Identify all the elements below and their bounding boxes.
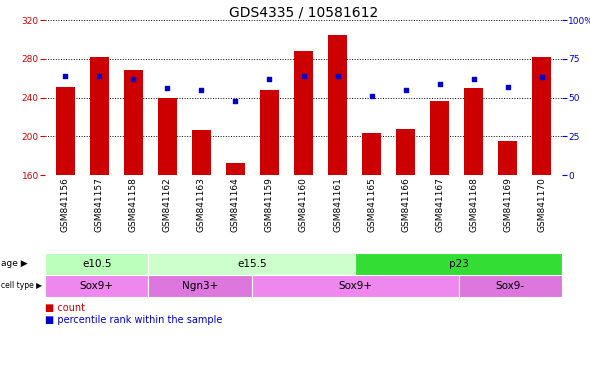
Text: ■ percentile rank within the sample: ■ percentile rank within the sample	[45, 315, 222, 325]
Text: GSM841161: GSM841161	[333, 177, 342, 232]
Text: GSM841170: GSM841170	[537, 177, 546, 232]
Bar	[149, 275, 252, 297]
Point	[435, 81, 444, 87]
Bar	[149, 253, 355, 275]
Text: GSM841168: GSM841168	[469, 177, 478, 232]
Point	[95, 73, 104, 79]
Point	[299, 73, 308, 79]
Text: GSM841164: GSM841164	[231, 177, 240, 232]
Text: GSM841157: GSM841157	[95, 177, 104, 232]
Text: age ▶: age ▶	[1, 260, 28, 268]
Bar	[532, 57, 551, 175]
Bar	[362, 133, 381, 175]
Point	[469, 76, 478, 82]
Bar	[260, 90, 279, 175]
Bar	[45, 275, 149, 297]
Bar	[158, 98, 177, 175]
Text: cell type ▶: cell type ▶	[1, 281, 42, 291]
Text: GSM841160: GSM841160	[299, 177, 308, 232]
Text: GSM841156: GSM841156	[61, 177, 70, 232]
Bar	[252, 275, 458, 297]
Bar	[90, 57, 109, 175]
Bar	[45, 253, 149, 275]
Bar	[464, 88, 483, 175]
Text: e10.5: e10.5	[82, 259, 112, 269]
Text: GSM841159: GSM841159	[265, 177, 274, 232]
Point	[333, 73, 342, 79]
Text: GSM841167: GSM841167	[435, 177, 444, 232]
Bar	[355, 253, 562, 275]
Bar	[458, 275, 562, 297]
Text: e15.5: e15.5	[237, 259, 267, 269]
Point	[367, 93, 376, 99]
Bar	[396, 129, 415, 175]
Text: Sox9+: Sox9+	[80, 281, 114, 291]
Point	[163, 85, 172, 91]
Bar	[294, 51, 313, 175]
Text: Sox9+: Sox9+	[338, 281, 372, 291]
Text: GSM841162: GSM841162	[163, 177, 172, 232]
Bar	[56, 87, 75, 175]
Point	[503, 84, 512, 90]
Text: p23: p23	[448, 259, 468, 269]
Bar	[226, 163, 245, 175]
Point	[537, 74, 546, 80]
Bar	[498, 141, 517, 175]
Text: GSM841169: GSM841169	[503, 177, 512, 232]
Point	[265, 76, 274, 82]
Point	[401, 87, 410, 93]
Text: ■ count: ■ count	[45, 303, 85, 313]
Text: GDS4335 / 10581612: GDS4335 / 10581612	[229, 5, 378, 19]
Point	[231, 98, 240, 104]
Bar	[328, 35, 347, 175]
Text: GSM841163: GSM841163	[197, 177, 206, 232]
Text: GSM841158: GSM841158	[129, 177, 138, 232]
Text: Sox9-: Sox9-	[496, 281, 525, 291]
Bar	[192, 131, 211, 175]
Text: Ngn3+: Ngn3+	[182, 281, 218, 291]
Text: GSM841165: GSM841165	[367, 177, 376, 232]
Point	[196, 87, 206, 93]
Bar	[124, 70, 143, 175]
Text: GSM841166: GSM841166	[401, 177, 410, 232]
Bar	[430, 101, 449, 175]
Point	[129, 76, 138, 82]
Point	[61, 73, 70, 79]
